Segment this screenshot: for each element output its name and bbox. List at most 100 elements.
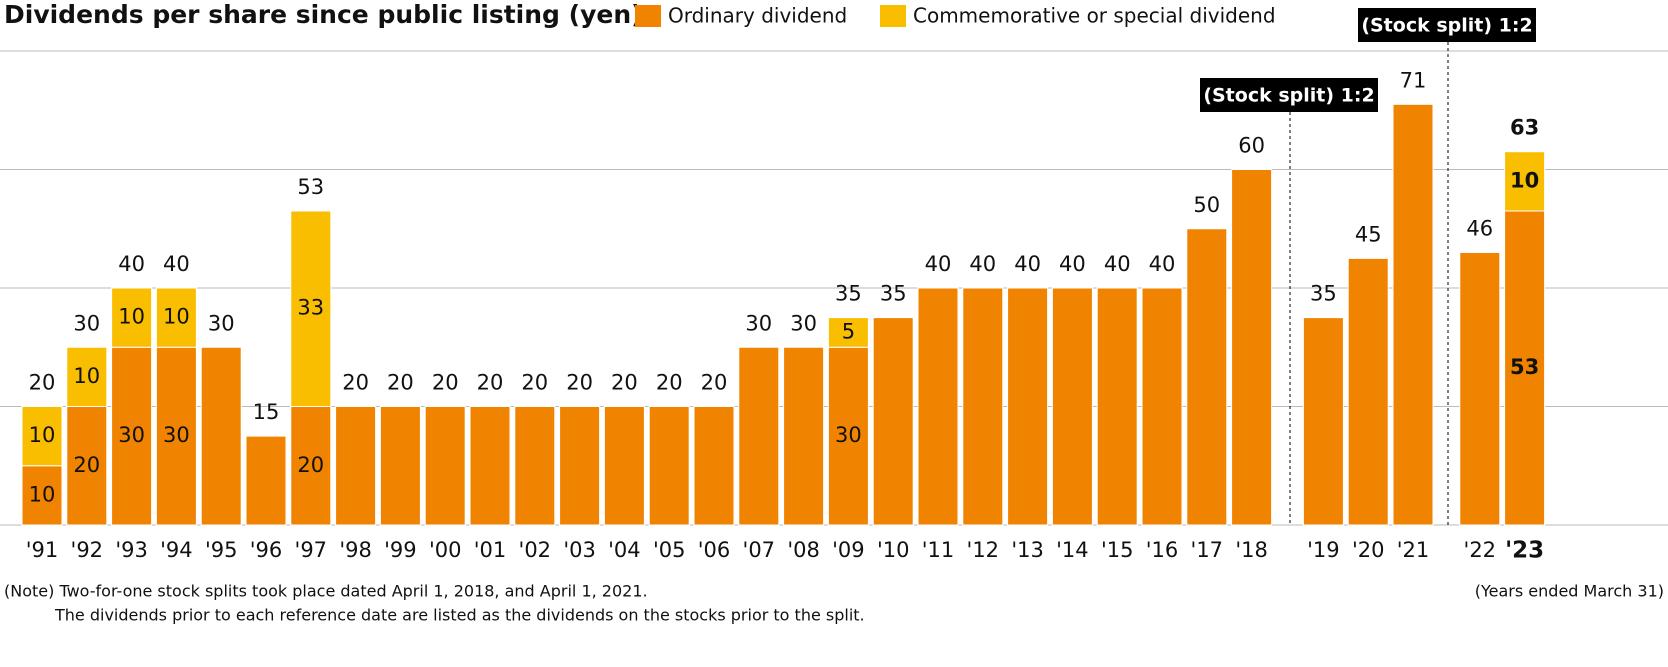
bar-segment: [1392, 103, 1434, 526]
total-label: 40: [163, 252, 190, 276]
annotation: (Stock split) 1:2: [1203, 85, 1374, 107]
segment-label: 53: [1510, 355, 1539, 379]
legend-label: Commemorative or special dividend: [913, 4, 1276, 28]
total-label: 20: [432, 371, 459, 395]
total-label: 20: [477, 371, 504, 395]
total-label: 35: [880, 282, 907, 306]
x-tick-label: '98: [339, 538, 372, 562]
segment-label: 10: [1510, 168, 1539, 192]
bar-segment: [155, 287, 197, 348]
total-label: 40: [1014, 252, 1041, 276]
x-tick-label: '13: [1011, 538, 1044, 562]
bar-segment: [290, 210, 332, 407]
note: The dividends prior to each reference da…: [54, 606, 865, 625]
bar-segment: [1051, 287, 1093, 526]
bar-segment: [21, 465, 63, 526]
bar-segment: [1096, 287, 1138, 526]
total-label: 46: [1466, 216, 1493, 240]
total-label: 30: [208, 311, 235, 335]
total-label: 40: [1149, 252, 1176, 276]
total-label: 20: [521, 371, 548, 395]
total-label: 63: [1510, 116, 1539, 140]
bar-segment: [290, 406, 332, 526]
segment-label: 5: [842, 319, 855, 343]
total-label: 20: [387, 371, 414, 395]
bar-segment: [693, 406, 735, 526]
x-tick-label: '09: [832, 538, 865, 562]
total-label: 30: [790, 311, 817, 335]
bar-segment: [738, 346, 780, 526]
bar-segment: [155, 346, 197, 526]
x-tick-label: '20: [1352, 538, 1385, 562]
total-label: 20: [29, 371, 56, 395]
total-label: 60: [1238, 134, 1265, 158]
legend-swatch: [880, 5, 906, 27]
period-note: (Years ended March 31): [1475, 582, 1664, 601]
total-label: 20: [701, 371, 728, 395]
bar-segment: [1504, 210, 1546, 526]
x-tick-label: '23: [1505, 538, 1544, 564]
segment-label: 20: [297, 453, 324, 477]
x-tick-label: '16: [1146, 538, 1179, 562]
x-tick-label: '06: [698, 538, 731, 562]
segment-label: 30: [118, 423, 145, 447]
x-tick-label: '97: [295, 538, 328, 562]
x-tick-label: '15: [1101, 538, 1134, 562]
total-label: 20: [611, 371, 638, 395]
bar-segment: [21, 406, 63, 467]
total-label: 30: [73, 311, 100, 335]
x-tick-label: '95: [205, 538, 238, 562]
legend-swatch: [635, 5, 661, 27]
bar-segment: [1459, 251, 1501, 526]
x-tick-label: '11: [922, 538, 955, 562]
bar-segment: [200, 346, 242, 526]
x-tick-label: '03: [563, 538, 596, 562]
segment-label: 10: [29, 482, 56, 506]
x-tick-label: '12: [967, 538, 1000, 562]
x-tick-label: '21: [1397, 538, 1430, 562]
x-tick-label: '22: [1464, 538, 1497, 562]
bar-segment: [111, 287, 153, 348]
bar-segment: [872, 317, 914, 526]
total-label: 50: [1193, 193, 1220, 217]
x-tick-label: '07: [743, 538, 776, 562]
bar-segment: [245, 435, 287, 526]
total-label: 20: [342, 371, 369, 395]
note: (Note) Two-for-one stock splits took pla…: [4, 582, 648, 601]
bar-segment: [335, 406, 377, 526]
bar-segment: [1302, 317, 1344, 526]
total-label: 53: [297, 175, 324, 199]
bar-segment: [559, 406, 601, 526]
annotation-box: [1358, 8, 1536, 42]
x-tick-label: '04: [608, 538, 641, 562]
x-tick-label: '93: [115, 538, 148, 562]
bar-segment: [827, 346, 869, 526]
total-label: 15: [253, 400, 280, 424]
total-label: 35: [835, 282, 862, 306]
segment-label: 30: [835, 423, 862, 447]
legend-label: Ordinary dividend: [668, 4, 847, 28]
total-label: 45: [1355, 222, 1382, 246]
x-tick-label: '02: [519, 538, 552, 562]
x-tick-label: '18: [1235, 538, 1268, 562]
x-tick-label: '05: [653, 538, 686, 562]
x-tick-label: '91: [26, 538, 59, 562]
x-tick-label: '19: [1307, 538, 1340, 562]
total-label: 71: [1400, 68, 1427, 92]
bar-segment: [1141, 287, 1183, 526]
total-label: 20: [656, 371, 683, 395]
x-tick-label: '08: [787, 538, 820, 562]
bar-segment: [469, 406, 511, 526]
x-tick-label: '01: [474, 538, 507, 562]
x-tick-label: '10: [877, 538, 910, 562]
segment-label: 10: [73, 364, 100, 388]
bar-segment: [962, 287, 1004, 526]
x-tick-label: '99: [384, 538, 417, 562]
x-tick-label: '00: [429, 538, 462, 562]
bar-segment: [648, 406, 690, 526]
x-tick-label: '14: [1056, 538, 1089, 562]
bar-segment: [514, 406, 556, 526]
x-tick-label: '17: [1191, 538, 1224, 562]
bar-segment: [827, 317, 869, 348]
